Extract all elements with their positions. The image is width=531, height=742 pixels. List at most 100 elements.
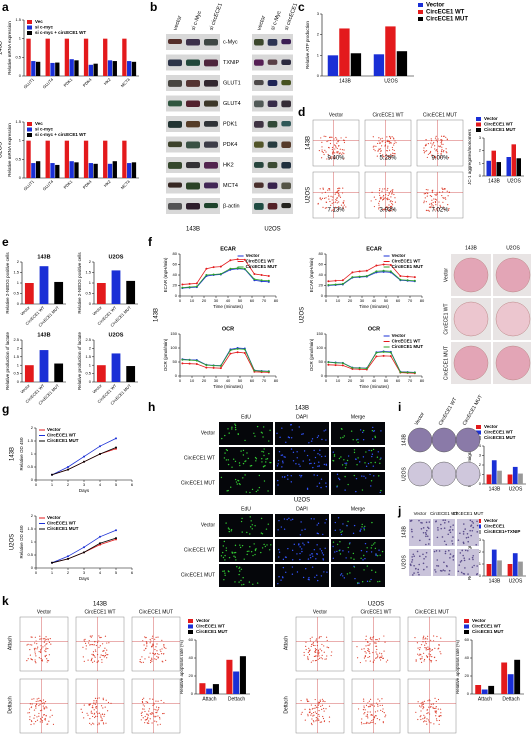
blot-band [267, 141, 278, 148]
flow-dot [96, 641, 99, 643]
cell-dot [316, 532, 318, 534]
cell-dot [464, 567, 466, 569]
cell-dot [281, 460, 284, 462]
flow-dot [312, 711, 315, 714]
cell-dot [243, 583, 245, 586]
cell-dot [255, 457, 258, 460]
cell-dot [282, 577, 284, 579]
y-axis-label: Relative mRNA expression [7, 123, 12, 177]
side-label: 143B [10, 447, 16, 461]
cell-dot [425, 521, 428, 524]
flow-dot [308, 653, 311, 656]
flow-dot [334, 156, 336, 158]
flow-dot [46, 723, 48, 725]
flow-dot [432, 201, 434, 204]
flow-dot [146, 701, 149, 704]
point [205, 267, 208, 270]
cell-dot [322, 558, 324, 560]
flow-dot [432, 707, 434, 709]
x-tick-label: 143B [489, 486, 501, 492]
flow-dot [435, 150, 437, 152]
flow-dot [159, 716, 161, 719]
flow-dot [367, 717, 369, 719]
flow-dot [155, 658, 157, 661]
blot-band [186, 203, 200, 210]
flow-dot [307, 658, 309, 661]
flow-dot [377, 698, 379, 700]
flow-dot [306, 700, 309, 703]
flow-dot [432, 143, 434, 145]
flow-dot [385, 661, 387, 663]
bar [488, 685, 495, 694]
cell-dot [357, 441, 359, 443]
cell-dot [254, 524, 256, 527]
flow-dot [307, 657, 309, 659]
legend-label: CircECE1 WT [472, 624, 501, 629]
cell-dot [264, 465, 266, 467]
blot-band [186, 182, 200, 190]
flow-plot [75, 678, 125, 734]
flow-dot [315, 712, 318, 715]
cell-dot [353, 449, 356, 451]
flow-dot [441, 146, 443, 148]
colony-row-label: 143B [401, 434, 407, 446]
flow-dot [317, 719, 320, 721]
flow-dot [434, 137, 437, 139]
cell-dot [379, 462, 381, 465]
cell-dot [317, 435, 320, 437]
flow-dot [429, 650, 431, 652]
flow-dot [155, 706, 158, 708]
cell-dot [380, 457, 382, 459]
cell-dot [372, 465, 375, 467]
flow-dot [423, 193, 425, 195]
cell-dot [472, 554, 475, 557]
flow-dot [157, 657, 159, 659]
point [358, 275, 361, 278]
cell-dot [224, 452, 226, 454]
cell-dot [476, 565, 478, 567]
flow-dot [443, 135, 445, 137]
point [341, 282, 344, 285]
blot-band [254, 141, 264, 148]
flow-dot [325, 151, 327, 153]
y-tick-label: 60 [319, 262, 324, 267]
bar [96, 365, 106, 382]
cell-dot [299, 465, 301, 467]
x-tick-label: 50 [384, 378, 389, 383]
flow-dot [387, 206, 389, 208]
panel-letter: f [148, 235, 153, 249]
x-tick-label: 0 [325, 378, 328, 383]
flow-dot [367, 702, 369, 704]
flow-dot [29, 716, 31, 718]
flow-dot [426, 709, 428, 711]
cell-dot [363, 475, 365, 477]
cell-dot [471, 566, 474, 569]
cell-dot [252, 554, 254, 557]
cell-dot [364, 477, 367, 479]
legend-label: Vector [196, 618, 210, 623]
flow-dot [152, 698, 154, 700]
point [365, 367, 368, 370]
blot-band [267, 39, 278, 46]
dish [453, 345, 489, 381]
flow-dot [377, 703, 379, 706]
flow-dot [435, 659, 437, 662]
series-line [328, 350, 415, 373]
legend-swatch [476, 122, 481, 127]
flow-dot [381, 698, 383, 700]
dish [495, 257, 531, 293]
flow-dot [44, 637, 46, 640]
y-tick-label: 150 [170, 331, 177, 336]
blot-row-label: MCT4 [223, 183, 238, 189]
flow-dot [100, 654, 102, 656]
flow-dot [343, 153, 345, 155]
flow-dot [384, 188, 386, 190]
flow-dot [39, 699, 42, 702]
flow-dot [388, 209, 390, 212]
flow-dot [393, 149, 395, 152]
flow-dot [391, 191, 394, 193]
flow-dot [436, 209, 439, 212]
cell-dot [324, 522, 326, 524]
flow-dot [314, 644, 316, 647]
cell-dot [309, 557, 312, 559]
